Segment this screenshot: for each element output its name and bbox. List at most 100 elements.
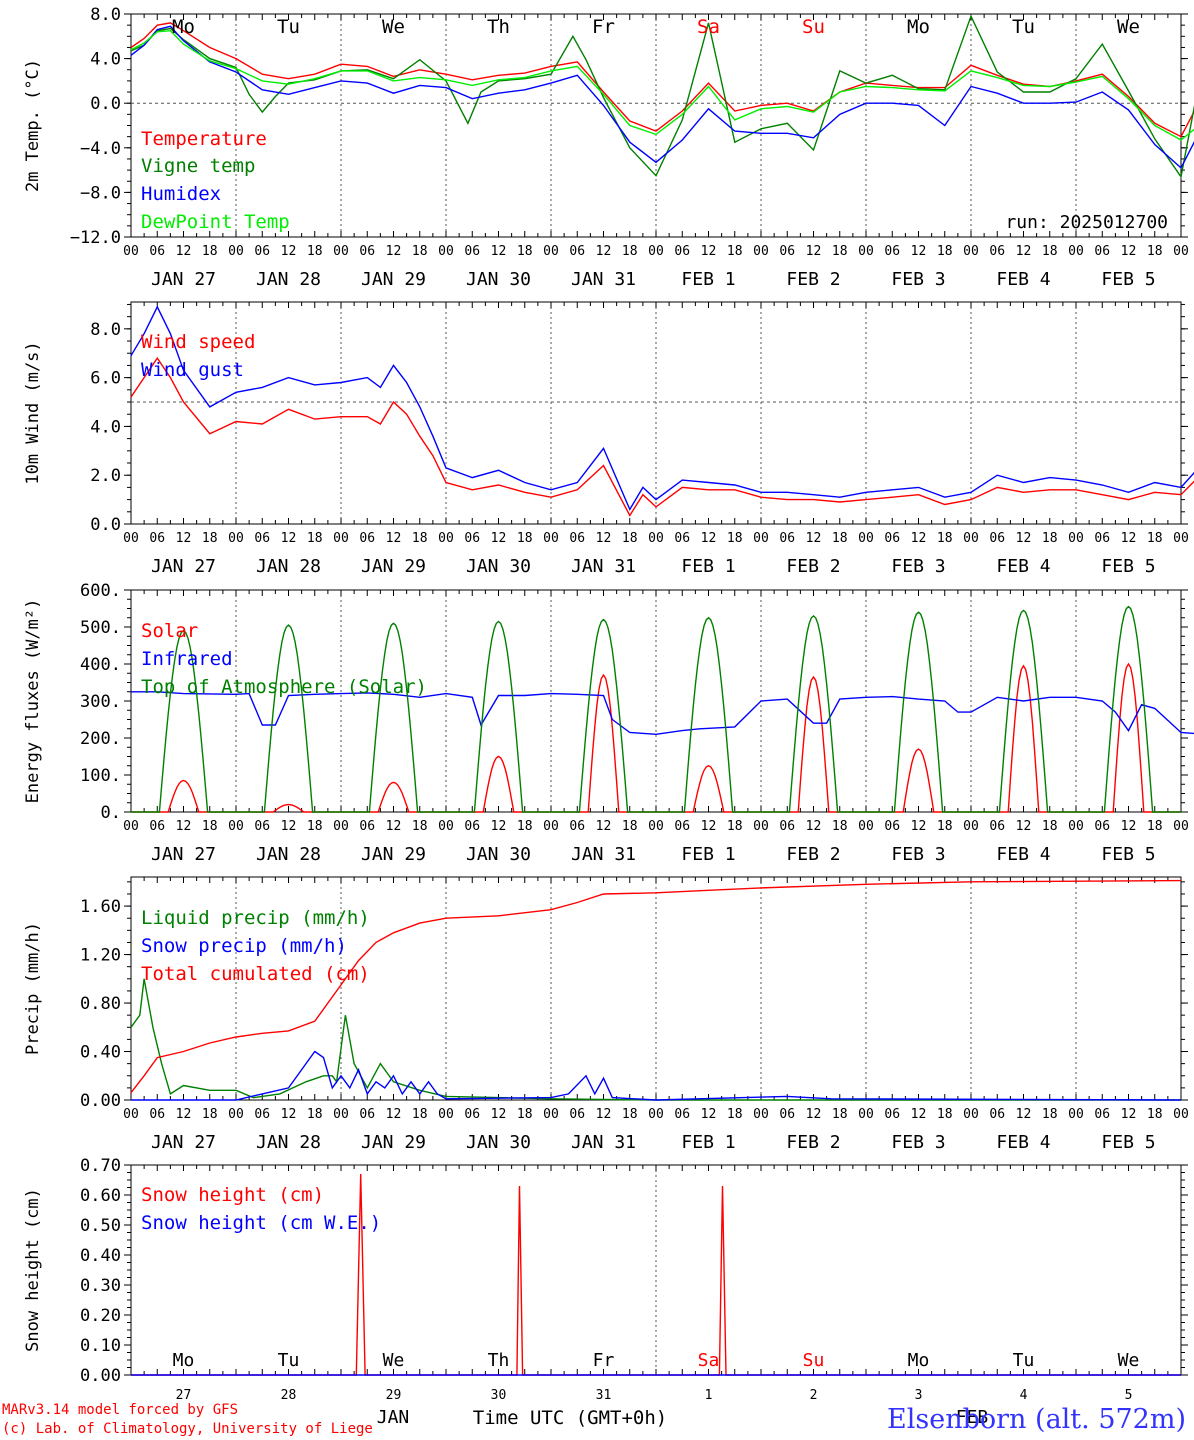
day-number-label: 29 bbox=[386, 1388, 402, 1403]
x-hour-label: 00 bbox=[1068, 244, 1084, 259]
x-hour-label: 06 bbox=[674, 1107, 690, 1122]
weekday-label: Tu bbox=[278, 1350, 300, 1371]
y-tick-label: 200. bbox=[80, 729, 121, 749]
day-number-label: 28 bbox=[281, 1388, 297, 1403]
y-tick-label: 0.70 bbox=[80, 1156, 121, 1176]
x-hour-label: 18 bbox=[622, 244, 638, 259]
x-day-label: JAN 29 bbox=[361, 844, 426, 865]
month-label: JAN bbox=[377, 1407, 410, 1428]
x-day-label: JAN 31 bbox=[571, 844, 636, 865]
x-hour-label: 06 bbox=[254, 244, 270, 259]
x-hour-label: 00 bbox=[963, 819, 979, 834]
x-hour-label: 18 bbox=[832, 244, 848, 259]
x-hour-label: 18 bbox=[307, 244, 323, 259]
run-label: run: 2025012700 bbox=[1005, 212, 1168, 233]
x-hour-label: 06 bbox=[674, 244, 690, 259]
y-tick-label: 8.0 bbox=[90, 5, 121, 25]
x-hour-label: 06 bbox=[569, 819, 585, 834]
y-tick-label: 0.00 bbox=[80, 1091, 121, 1111]
x-hour-label: 18 bbox=[937, 1107, 953, 1122]
x-hour-label: 12 bbox=[701, 1107, 717, 1122]
x-day-label: FEB 5 bbox=[1101, 1132, 1155, 1153]
x-hour-label: 06 bbox=[884, 244, 900, 259]
x-hour-label: 06 bbox=[569, 1107, 585, 1122]
x-hour-label: 00 bbox=[1173, 244, 1189, 259]
x-hour-label: 00 bbox=[123, 819, 139, 834]
y-tick-label: −8.0 bbox=[80, 183, 121, 203]
x-hour-label: 18 bbox=[1147, 531, 1163, 546]
x-hour-label: 06 bbox=[569, 531, 585, 546]
y-axis-label: Snow height (cm) bbox=[23, 1188, 43, 1352]
x-hour-label: 18 bbox=[1042, 531, 1058, 546]
y-axis-label: 2m Temp. (°C) bbox=[23, 59, 43, 192]
x-hour-label: 18 bbox=[727, 531, 743, 546]
x-hour-label: 12 bbox=[386, 819, 402, 834]
y-tick-label: 100. bbox=[80, 766, 121, 786]
x-day-label: FEB 5 bbox=[1101, 269, 1155, 290]
x-hour-label: 06 bbox=[149, 244, 165, 259]
x-hour-label: 00 bbox=[333, 1107, 349, 1122]
x-hour-label: 00 bbox=[648, 531, 664, 546]
x-hour-label: 06 bbox=[779, 1107, 795, 1122]
x-hour-label: 00 bbox=[648, 244, 664, 259]
legend-label: Total cumulated (cm) bbox=[141, 963, 370, 985]
x-hour-label: 06 bbox=[254, 1107, 270, 1122]
x-hour-label: 06 bbox=[674, 819, 690, 834]
x-hour-label: 12 bbox=[911, 819, 927, 834]
legend-label: Snow height (cm W.E.) bbox=[141, 1212, 381, 1234]
x-hour-label: 06 bbox=[779, 531, 795, 546]
x-hour-label: 06 bbox=[569, 244, 585, 259]
x-hour-label: 18 bbox=[727, 819, 743, 834]
x-hour-label: 18 bbox=[832, 819, 848, 834]
x-hour-label: 18 bbox=[937, 244, 953, 259]
x-hour-label: 18 bbox=[937, 819, 953, 834]
x-hour-label: 12 bbox=[911, 1107, 927, 1122]
y-tick-label: 300. bbox=[80, 692, 121, 712]
x-hour-label: 18 bbox=[1042, 819, 1058, 834]
x-hour-label: 18 bbox=[307, 531, 323, 546]
y-tick-label: 2.0 bbox=[90, 466, 121, 486]
x-hour-label: 00 bbox=[123, 244, 139, 259]
weekday-label: We bbox=[1117, 16, 1140, 38]
x-day-label: FEB 1 bbox=[681, 556, 735, 577]
x-day-label: JAN 29 bbox=[361, 269, 426, 290]
x-hour-label: 12 bbox=[701, 531, 717, 546]
y-tick-label: 400. bbox=[80, 655, 121, 675]
weekday-label: We bbox=[1118, 1350, 1140, 1371]
x-hour-label: 00 bbox=[543, 531, 559, 546]
x-hour-label: 00 bbox=[963, 531, 979, 546]
x-hour-label: 06 bbox=[1094, 1107, 1110, 1122]
x-hour-label: 06 bbox=[989, 531, 1005, 546]
x-hour-label: 06 bbox=[779, 244, 795, 259]
x-hour-label: 00 bbox=[543, 244, 559, 259]
x-hour-label: 00 bbox=[543, 1107, 559, 1122]
x-day-label: JAN 30 bbox=[466, 269, 531, 290]
x-hour-label: 06 bbox=[254, 531, 270, 546]
y-tick-label: 0.10 bbox=[80, 1336, 121, 1356]
x-day-label: JAN 31 bbox=[571, 269, 636, 290]
x-hour-label: 06 bbox=[149, 1107, 165, 1122]
x-hour-label: 06 bbox=[779, 819, 795, 834]
legend-label: Solar bbox=[141, 620, 198, 642]
x-day-label: FEB 5 bbox=[1101, 844, 1155, 865]
x-hour-label: 12 bbox=[596, 1107, 612, 1122]
x-hour-label: 18 bbox=[517, 1107, 533, 1122]
x-hour-label: 00 bbox=[753, 1107, 769, 1122]
x-hour-label: 18 bbox=[517, 531, 533, 546]
legend-label: DewPoint Temp bbox=[141, 211, 290, 233]
x-hour-label: 18 bbox=[517, 819, 533, 834]
y-axis-label: 10m Wind (m/s) bbox=[23, 341, 43, 484]
x-hour-label: 06 bbox=[989, 1107, 1005, 1122]
x-hour-label: 00 bbox=[1068, 531, 1084, 546]
x-hour-label: 06 bbox=[359, 531, 375, 546]
x-hour-label: 12 bbox=[1016, 531, 1032, 546]
x-hour-label: 12 bbox=[596, 244, 612, 259]
x-day-label: JAN 30 bbox=[466, 844, 531, 865]
y-tick-label: 1.60 bbox=[80, 897, 121, 917]
panel-temp bbox=[124, 13, 1194, 238]
x-hour-label: 12 bbox=[281, 819, 297, 834]
day-number-label: 31 bbox=[596, 1388, 612, 1403]
series-line-vigne-temp bbox=[130, 14, 1194, 179]
x-hour-label: 18 bbox=[412, 1107, 428, 1122]
x-hour-label: 00 bbox=[648, 819, 664, 834]
